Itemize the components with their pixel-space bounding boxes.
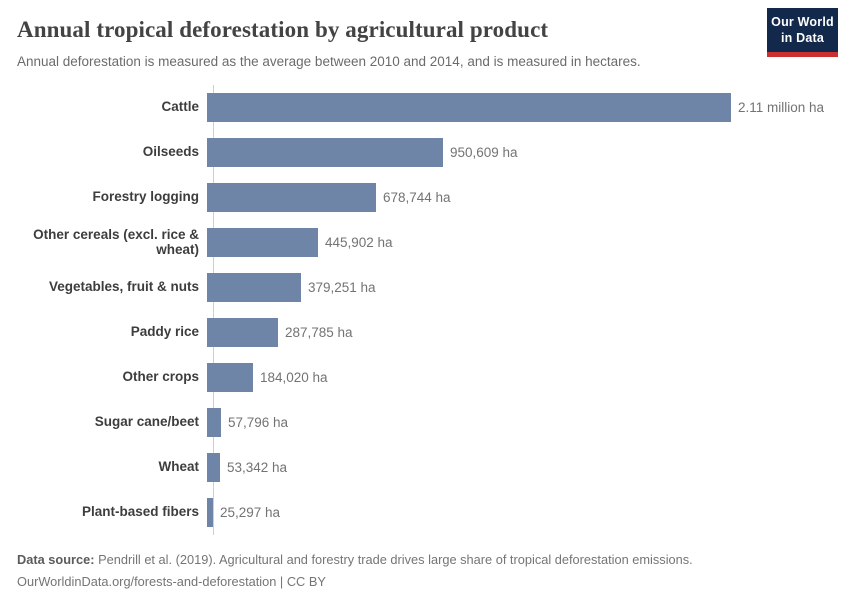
value-label: 950,609 ha	[450, 145, 518, 161]
bar-row: Other crops 184,020 ha	[0, 355, 850, 400]
chart-header: Annual tropical deforestation by agricul…	[0, 0, 850, 70]
category-label: Other crops	[122, 369, 199, 385]
data-source-text: Pendrill et al. (2019). Agricultural and…	[94, 552, 693, 568]
bar[interactable]	[207, 363, 253, 393]
category-label: Forestry logging	[92, 189, 199, 205]
data-source-line: Data source: Pendrill et al. (2019). Agr…	[17, 549, 833, 570]
y-axis-line	[213, 85, 214, 536]
category-label: Other cereals (excl. rice & wheat)	[33, 226, 199, 257]
bar-row: Forestry logging 678,744 ha	[0, 175, 850, 220]
category-label: Cattle	[161, 99, 199, 115]
data-source-label: Data source:	[17, 552, 95, 568]
chart-footer: Data source: Pendrill et al. (2019). Agr…	[0, 549, 850, 592]
value-label: 184,020 ha	[260, 370, 328, 386]
category-label: Oilseeds	[142, 144, 199, 160]
bar-area: 25,297 ha	[206, 498, 850, 528]
bar-area: 678,744 ha	[206, 183, 850, 213]
license-line: OurWorldinData.org/forests-and-deforesta…	[17, 573, 326, 589]
bar-row: Plant-based fibers 25,297 ha	[0, 490, 850, 535]
bar[interactable]	[207, 93, 731, 123]
bar[interactable]	[207, 318, 278, 348]
bar-area: 2.11 million ha	[206, 93, 850, 123]
owid-logo-line2: in Data	[780, 30, 825, 45]
owid-logo-line1: Our World	[771, 15, 834, 29]
value-label: 445,902 ha	[325, 235, 393, 251]
bar-area: 379,251 ha	[206, 273, 850, 303]
bar-area: 57,796 ha	[206, 408, 850, 438]
bar[interactable]	[207, 453, 220, 483]
bar-area: 184,020 ha	[206, 363, 850, 393]
bar-area: 53,342 ha	[206, 453, 850, 483]
bar-row: Wheat 53,342 ha	[0, 445, 850, 490]
value-label: 57,796 ha	[228, 415, 289, 431]
value-label: 287,785 ha	[285, 325, 353, 341]
value-label: 25,297 ha	[220, 505, 281, 521]
bar-row: Cattle 2.11 million ha	[0, 85, 850, 130]
value-label: 678,744 ha	[383, 190, 451, 206]
value-label: 379,251 ha	[308, 280, 376, 296]
bar-row: Sugar cane/beet 57,796 ha	[0, 400, 850, 445]
bar-row: Paddy rice 287,785 ha	[0, 310, 850, 355]
bar[interactable]	[207, 138, 443, 168]
chart-subtitle: Annual deforestation is measured as the …	[17, 53, 641, 69]
bar-row: Oilseeds 950,609 ha	[0, 130, 850, 175]
bar-area: 950,609 ha	[206, 138, 850, 168]
bar-row: Other cereals (excl. rice & wheat) 445,90…	[0, 220, 850, 265]
category-label: Plant-based fibers	[81, 504, 199, 520]
page-title: Annual tropical deforestation by agricul…	[17, 17, 549, 42]
category-label: Wheat	[158, 459, 200, 475]
bar[interactable]	[207, 498, 213, 528]
category-label: Sugar cane/beet	[94, 414, 199, 430]
bar[interactable]	[207, 408, 221, 438]
value-label: 2.11 million ha	[738, 100, 825, 116]
category-label: Vegetables, fruit & nuts	[48, 279, 199, 295]
bar-area: 445,902 ha	[206, 228, 850, 258]
bar[interactable]	[207, 228, 318, 258]
bar-row: Vegetables, fruit & nuts 379,251 ha	[0, 265, 850, 310]
value-label: 53,342 ha	[227, 460, 288, 476]
owid-logo[interactable]: Our World in Data	[767, 8, 838, 58]
bar-rows: Cattle 2.11 million ha Oilseeds 950,609 ha F…	[0, 85, 850, 535]
category-label: Paddy rice	[130, 324, 199, 340]
bar-chart: Cattle 2.11 million ha Oilseeds 950,609 ha F…	[0, 85, 850, 536]
bar-area: 287,785 ha	[206, 318, 850, 348]
bar[interactable]	[207, 183, 376, 213]
bar[interactable]	[207, 273, 301, 303]
